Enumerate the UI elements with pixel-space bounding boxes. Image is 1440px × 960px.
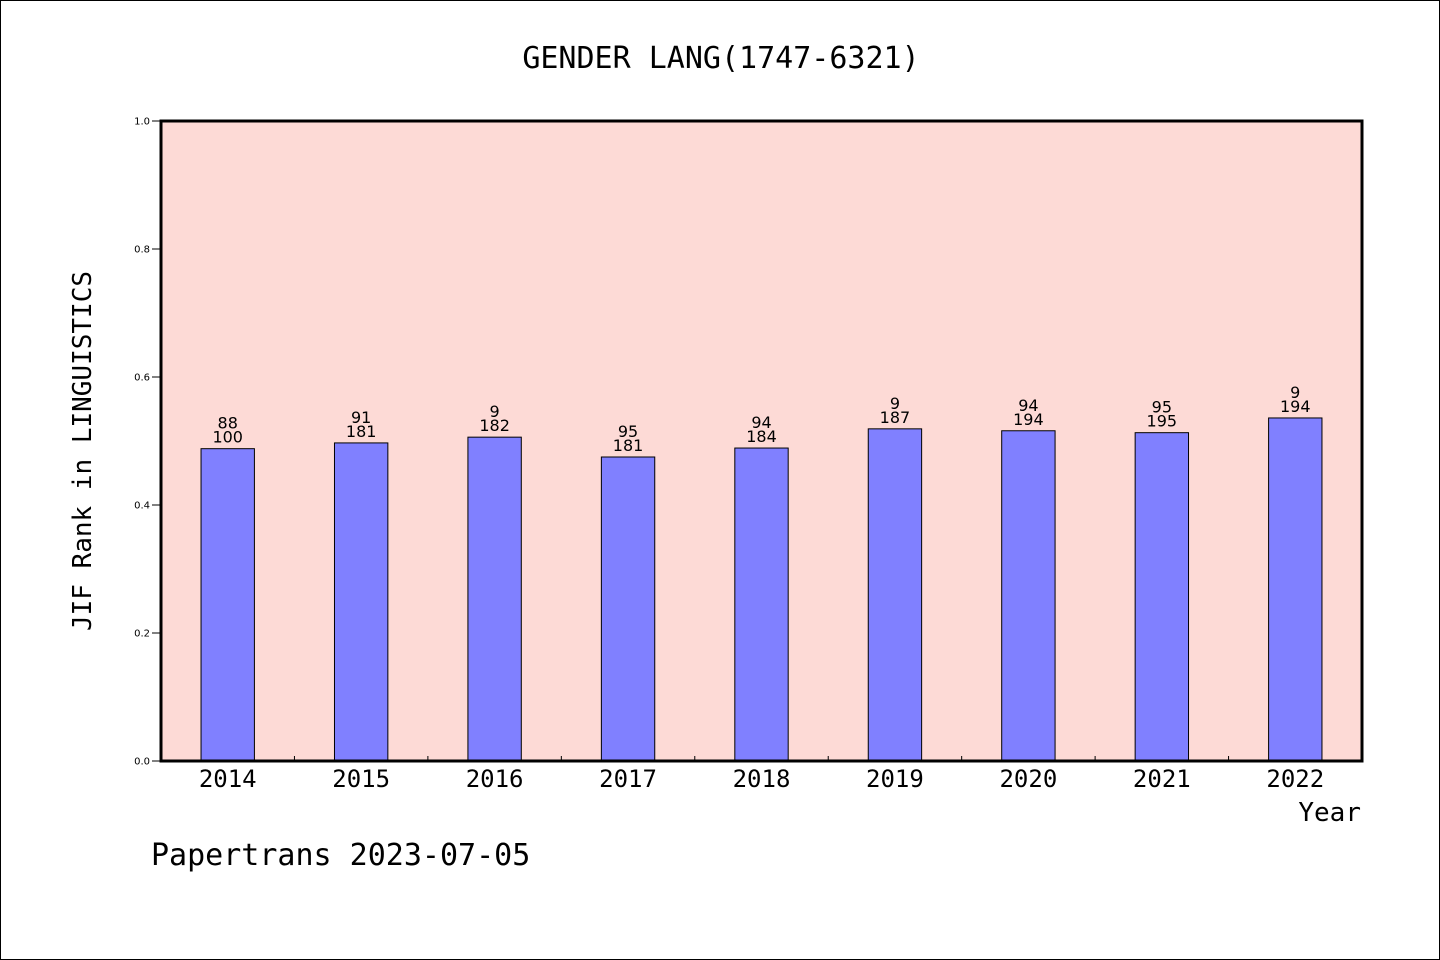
data-label-bottom-2018: 184 bbox=[746, 427, 777, 446]
data-label-bottom-2020: 194 bbox=[1013, 410, 1044, 429]
bar-2019 bbox=[867, 428, 923, 762]
bar-2018 bbox=[734, 447, 789, 762]
y-axis-ticks: 0.0 0.2 0.4 0.6 0.8 1.0 bbox=[134, 117, 161, 768]
x-tick-label-2019: 2019 bbox=[866, 765, 924, 793]
data-label-top-2017: 95 bbox=[618, 422, 638, 441]
data-label-bottom-2014: 100 bbox=[212, 428, 243, 447]
data-label-top-2018: 94 bbox=[751, 413, 771, 432]
data-label-bottom-2017: 181 bbox=[613, 436, 644, 455]
bar-2017 bbox=[600, 456, 656, 762]
bar-2021 bbox=[1134, 432, 1190, 762]
x-axis-label: Year bbox=[1298, 798, 1361, 828]
x-tick-label-2020: 2020 bbox=[999, 765, 1057, 793]
data-label-top-2022: 9 bbox=[1290, 383, 1300, 402]
bar-2016 bbox=[467, 436, 522, 762]
x-tick-label-2014: 2014 bbox=[199, 765, 257, 793]
y-tick-label-0.8: 0.8 bbox=[134, 245, 150, 256]
data-label-bottom-2019: 187 bbox=[880, 408, 911, 427]
x-tick-label-2015: 2015 bbox=[332, 765, 390, 793]
bar-2020 bbox=[1001, 430, 1056, 762]
y-tick-label-1.0: 1.0 bbox=[134, 117, 150, 128]
data-label-bottom-2022: 194 bbox=[1280, 397, 1311, 416]
plot-frame bbox=[159, 119, 1364, 763]
bar-2014 bbox=[200, 448, 255, 762]
data-label-top-2019: 9 bbox=[890, 394, 900, 413]
data-label-top-2015: 91 bbox=[351, 408, 371, 427]
x-tick-label-2022: 2022 bbox=[1266, 765, 1324, 793]
data-label-bottom-2021: 195 bbox=[1147, 412, 1178, 431]
y-tick-label-0.4: 0.4 bbox=[134, 501, 150, 512]
bars-group bbox=[200, 417, 1323, 762]
bar-2015 bbox=[333, 442, 389, 762]
y-axis-label: JIF Rank in LINGUISTICS bbox=[68, 271, 98, 631]
data-label-bottom-2016: 182 bbox=[479, 416, 510, 435]
data-label-top-2020: 94 bbox=[1018, 396, 1038, 415]
data-label-top-2014: 88 bbox=[218, 414, 238, 433]
y-tick-label-0.6: 0.6 bbox=[134, 373, 150, 384]
data-label-bottom-2015: 181 bbox=[346, 422, 377, 441]
x-tick-label-2017: 2017 bbox=[599, 765, 657, 793]
footer-text: Papertrans 2023-07-05 bbox=[151, 838, 530, 873]
x-tick-label-2018: 2018 bbox=[733, 765, 791, 793]
bar-2022 bbox=[1268, 417, 1323, 762]
data-label-top-2021: 95 bbox=[1152, 398, 1172, 417]
x-tick-label-2021: 2021 bbox=[1133, 765, 1191, 793]
x-tick-label-2016: 2016 bbox=[466, 765, 524, 793]
y-tick-label-0.2: 0.2 bbox=[134, 629, 150, 640]
chart-title: GENDER LANG(1747-6321) bbox=[522, 41, 919, 76]
y-tick-label-0.0: 0.0 bbox=[134, 757, 150, 768]
x-axis-ticks: 2014 2015 2016 2017 2018 2019 2020 2021 2022 bbox=[199, 756, 1324, 793]
data-label-top-2016: 9 bbox=[490, 402, 500, 421]
